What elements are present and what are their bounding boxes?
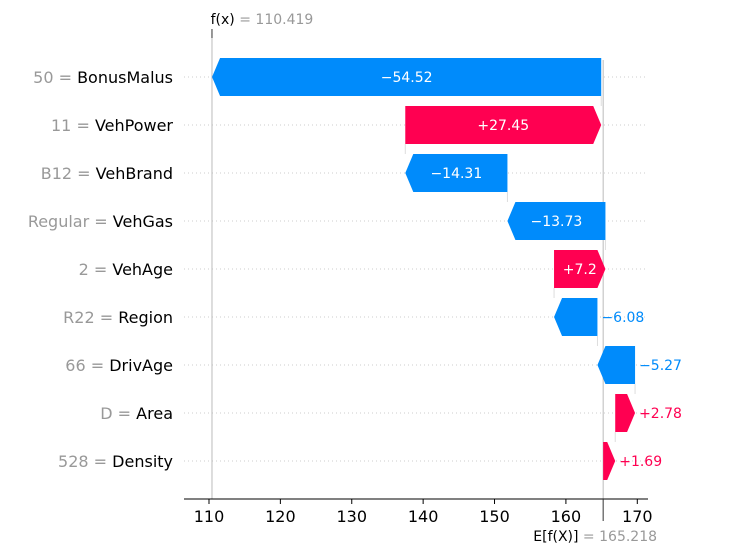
feature-label-region: R22 = Region [63,308,173,327]
x-tick-label: 150 [479,507,510,526]
data-label-drivage: −5.27 [639,358,682,374]
data-label-region: −6.08 [601,310,644,326]
data-label-vehgas: −13.73 [531,214,583,230]
bar-drivage [597,346,636,384]
bar-vehpower [405,106,602,144]
bar-vehage [554,250,606,288]
data-label-bonusmalus: −54.52 [381,70,433,86]
feature-label-area: D = Area [100,404,173,423]
bar-region [554,298,598,336]
x-tick-label: 160 [551,507,582,526]
bar-bonusmalus [212,58,602,96]
feature-label-density: 528 = Density [58,452,173,471]
bar-vehgas [507,202,606,240]
x-tick-label: 110 [194,507,225,526]
bars: −54.52 +27.45 −14.31 −13.73 +7.2 −6.08 −5.27 +2… [212,58,682,480]
data-label-area: +2.78 [639,406,682,422]
data-label-vehage: +7.2 [563,262,597,278]
x-axis: 110 120 130 140 150 160 170 [184,29,653,526]
x-tick-label: 130 [336,507,367,526]
bar-vehbrand [405,154,508,192]
bar-connectors [404,96,636,442]
feature-label-vehpower: 11 = VehPower [51,116,173,135]
feature-label-drivage: 66 = DrivAge [65,356,173,375]
feature-labels: 50 = BonusMalus 11 = VehPower B12 = VehBra… [28,68,174,471]
x-tick-label: 120 [265,507,296,526]
feature-label-vehbrand: B12 = VehBrand [41,164,173,183]
fx-label: f(x) = 110.419 [211,12,314,28]
data-label-density: +1.69 [619,454,662,470]
ex-label: E[f(X)] = 165.218 [533,529,657,545]
bar-density [603,442,616,480]
feature-label-vehgas: Regular = VehGas [28,212,173,231]
bar-area [615,394,636,432]
data-label-vehbrand: −14.31 [430,166,482,182]
feature-label-vehage: 2 = VehAge [79,260,173,279]
x-tick-label: 140 [408,507,439,526]
data-label-vehpower: +27.45 [477,118,529,134]
feature-label-bonusmalus: 50 = BonusMalus [33,68,173,87]
x-tick-label: 170 [622,507,653,526]
